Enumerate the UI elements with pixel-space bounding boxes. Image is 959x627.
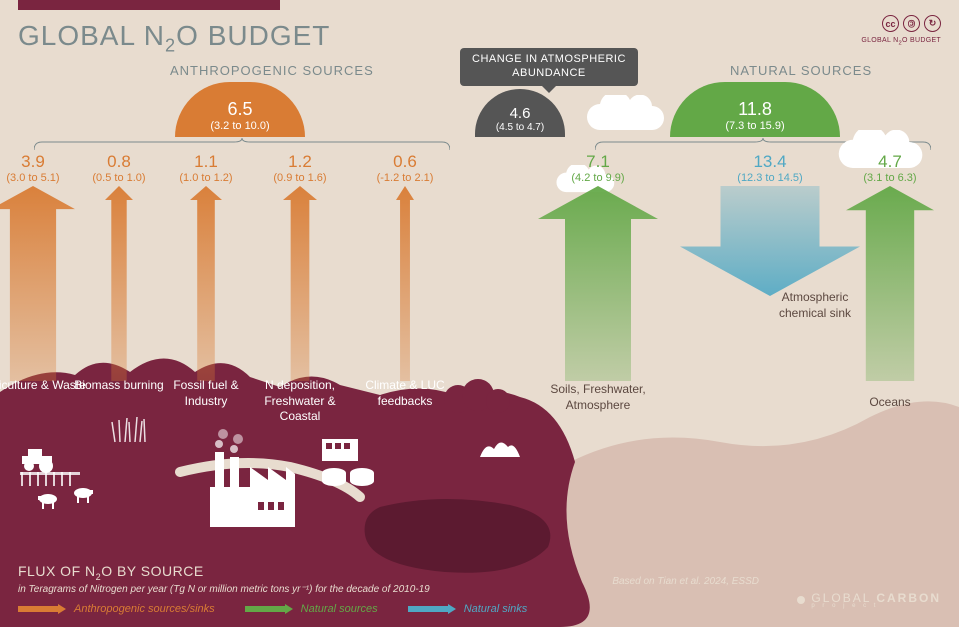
arrow-biomass bbox=[105, 186, 133, 381]
col-value: 0.8 bbox=[74, 152, 164, 172]
col-label-ndep: N deposition, Freshwater & Coastal bbox=[245, 378, 355, 425]
col-range: (0.5 to 1.0) bbox=[74, 172, 164, 184]
col-ag: 3.9(3.0 to 5.1) bbox=[0, 152, 78, 184]
col-value: 13.4 bbox=[725, 152, 815, 172]
by-icon: 🄯 bbox=[903, 15, 920, 32]
col-value: 0.6 bbox=[360, 152, 450, 172]
legend: FLUX OF N2O BY SOURCE in Teragrams of Ni… bbox=[18, 563, 527, 615]
cc-icon: cc bbox=[882, 15, 899, 32]
arc-natural-range: (7.3 to 15.9) bbox=[725, 120, 784, 132]
col-label-oceans: Oceans bbox=[835, 395, 945, 411]
col-range: (1.0 to 1.2) bbox=[161, 172, 251, 184]
header-atmospheric-bubble: CHANGE IN ATMOSPHERICABUNDANCE bbox=[460, 48, 638, 86]
arc-natural: 11.8 (7.3 to 15.9) bbox=[670, 82, 840, 137]
arc-anthropogenic: 6.5 (3.2 to 10.0) bbox=[175, 82, 305, 137]
sink-label: Atmospheric chemical sink bbox=[760, 290, 870, 321]
legend-label: Natural sinks bbox=[464, 603, 528, 615]
col-value: 1.1 bbox=[161, 152, 251, 172]
col-value: 7.1 bbox=[553, 152, 643, 172]
cloud-icon bbox=[585, 95, 665, 130]
col-range: (0.9 to 1.6) bbox=[255, 172, 345, 184]
legend-item-sink: Natural sinks bbox=[408, 603, 528, 615]
col-label-climate: Climate & LUC feedbacks bbox=[350, 378, 460, 409]
logo-text-2: CARBON bbox=[876, 591, 941, 605]
legend-title: FLUX OF N2O BY SOURCE bbox=[18, 563, 527, 582]
legend-label: Anthropogenic sources/sinks bbox=[74, 603, 215, 615]
col-range: (12.3 to 14.5) bbox=[725, 172, 815, 184]
arrow-sink bbox=[680, 186, 860, 296]
credit-text: Based on Tian et al. 2024, ESSD bbox=[612, 576, 759, 587]
logo-dot-icon bbox=[797, 596, 805, 604]
col-climate: 0.6(-1.2 to 2.1) bbox=[360, 152, 450, 184]
page-title: GLOBAL N2O BUDGET bbox=[18, 20, 330, 57]
col-value: 3.9 bbox=[0, 152, 78, 172]
sa-icon: ↻ bbox=[924, 15, 941, 32]
col-label-soils: Soils, Freshwater, Atmosphere bbox=[543, 382, 653, 413]
legend-arrow-icon bbox=[408, 604, 456, 614]
arrow-ag bbox=[0, 186, 75, 381]
license-text: GLOBAL N2O BUDGET bbox=[861, 37, 941, 46]
col-fossil: 1.1(1.0 to 1.2) bbox=[161, 152, 251, 184]
arrow-fossil bbox=[190, 186, 222, 381]
legend-subtitle: in Teragrams of Nitrogen per year (Tg N … bbox=[18, 584, 527, 595]
col-ndep: 1.2(0.9 to 1.6) bbox=[255, 152, 345, 184]
legend-arrow-icon bbox=[18, 604, 66, 614]
header-anthropogenic: ANTHROPOGENIC SOURCES bbox=[170, 63, 374, 78]
arrow-climate bbox=[396, 186, 414, 381]
col-range: (3.1 to 6.3) bbox=[845, 172, 935, 184]
col-biomass: 0.8(0.5 to 1.0) bbox=[74, 152, 164, 184]
brace-anthropogenic bbox=[34, 138, 450, 150]
col-range: (4.2 to 9.9) bbox=[553, 172, 643, 184]
legend-item-natural: Natural sources bbox=[245, 603, 378, 615]
arc-atmos-value: 4.6 bbox=[510, 105, 531, 122]
col-range: (-1.2 to 2.1) bbox=[360, 172, 450, 184]
arc-atmospheric: 4.6 (4.5 to 4.7) bbox=[475, 89, 565, 137]
col-oceans: 4.7(3.1 to 6.3) bbox=[845, 152, 935, 184]
arc-anthro-range: (3.2 to 10.0) bbox=[210, 120, 269, 132]
title-accent-bar bbox=[18, 0, 280, 10]
arc-atmos-range: (4.5 to 4.7) bbox=[496, 122, 544, 133]
global-carbon-logo: GLOBAL CARBON p r o j e c t bbox=[797, 591, 941, 609]
legend-arrow-icon bbox=[245, 604, 293, 614]
arc-anthro-value: 6.5 bbox=[227, 99, 252, 120]
arrow-soils bbox=[538, 186, 658, 381]
col-range: (3.0 to 5.1) bbox=[0, 172, 78, 184]
legend-label: Natural sources bbox=[301, 603, 378, 615]
arrow-ndep bbox=[283, 186, 317, 381]
arrow-oceans bbox=[846, 186, 934, 381]
legend-item-anthro: Anthropogenic sources/sinks bbox=[18, 603, 215, 615]
license-icons: cc 🄯 ↻ bbox=[882, 15, 941, 32]
col-sink: 13.4(12.3 to 14.5) bbox=[725, 152, 815, 184]
arc-natural-value: 11.8 bbox=[738, 99, 772, 120]
legend-items: Anthropogenic sources/sinks Natural sour… bbox=[18, 603, 527, 615]
col-value: 1.2 bbox=[255, 152, 345, 172]
header-natural: NATURAL SOURCES bbox=[730, 63, 872, 78]
col-value: 4.7 bbox=[845, 152, 935, 172]
col-soils: 7.1(4.2 to 9.9) bbox=[553, 152, 643, 184]
